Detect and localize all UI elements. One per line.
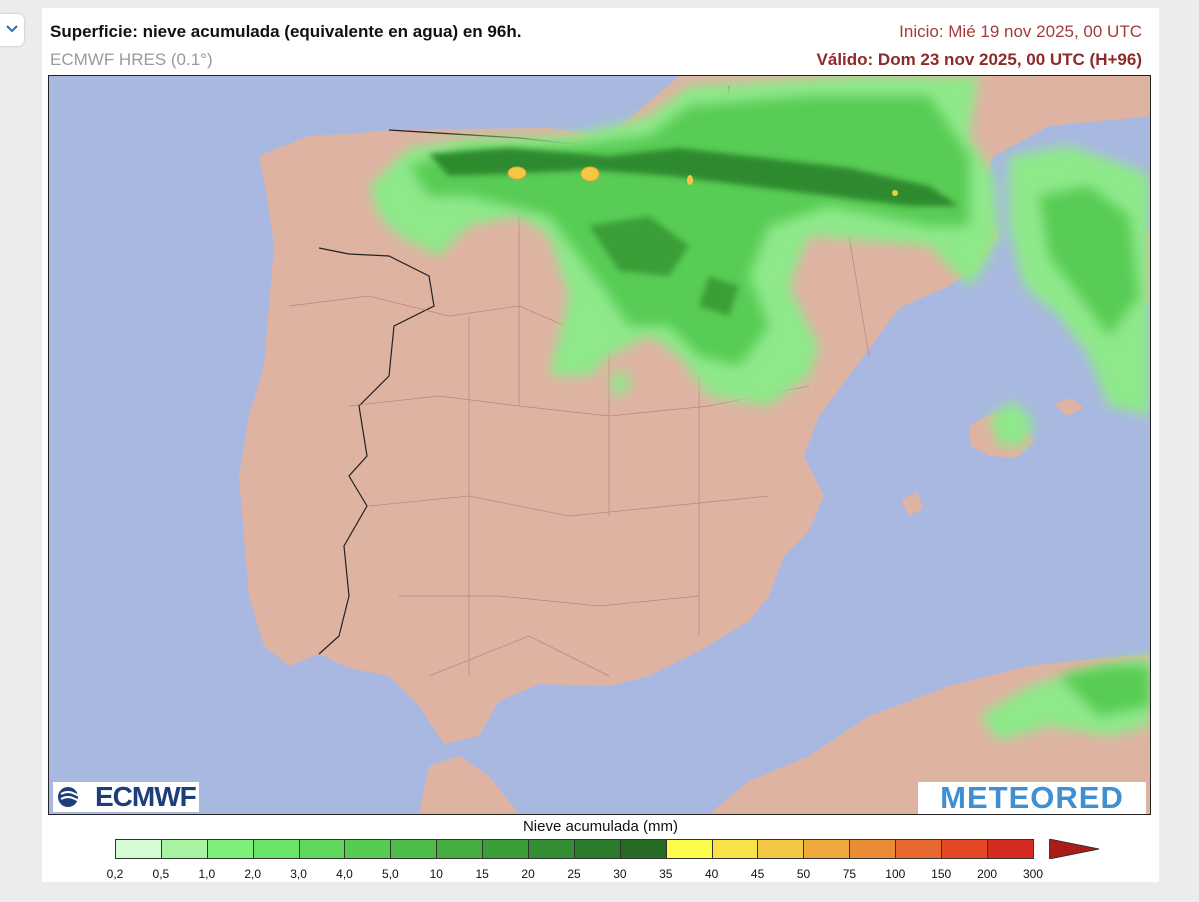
snow-map[interactable]: ECMWF METEORED [48, 75, 1151, 815]
land-ibiza [901, 492, 923, 516]
map-panel: Superficie: nieve acumulada (equivalente… [42, 8, 1159, 882]
legend-segment [986, 839, 1034, 859]
ecmwf-wave-icon [58, 787, 90, 807]
legend-tick-label: 35 [659, 867, 673, 881]
legend-tick-label: 75 [842, 867, 857, 881]
legend-segment [711, 839, 759, 859]
legend-tick-label: 25 [567, 867, 581, 881]
legend-tick-label: 15 [475, 867, 489, 881]
map-canvas [239, 76, 1150, 814]
legend-segment [619, 839, 667, 859]
legend-tick-label: 0,2 [106, 867, 124, 881]
legend-tick-label: 20 [521, 867, 535, 881]
legend-segment [895, 839, 943, 859]
init-time: Inicio: Mié 19 nov 2025, 00 UTC [899, 22, 1142, 41]
legend-segment [803, 839, 851, 859]
legend-segment [298, 839, 346, 859]
legend-color-bar [115, 839, 1034, 859]
legend-arrow [1049, 839, 1099, 859]
legend-segment [344, 839, 392, 859]
legend-segment [482, 839, 530, 859]
valid-time: Válido: Dom 23 nov 2025, 00 UTC (H+96) [816, 50, 1142, 69]
legend-segment [573, 839, 621, 859]
legend-segment [252, 839, 300, 859]
snow-peaks [507, 166, 898, 196]
legend-segment [160, 839, 208, 859]
meteored-text: METEORED [940, 780, 1124, 815]
legend-tick-label: 300 [1022, 867, 1044, 881]
dropdown-toggle[interactable] [0, 14, 24, 46]
meteored-logo: METEORED [918, 780, 1146, 815]
legend-segment [757, 839, 805, 859]
legend-tick-label: 50 [796, 867, 811, 881]
legend-tick-label: 30 [613, 867, 627, 881]
legend-tick-label: 150 [931, 867, 952, 881]
legend-segment [390, 839, 438, 859]
legend-title: Nieve acumulada (mm) [522, 818, 679, 835]
legend-tick-label: 200 [977, 867, 998, 881]
legend-tick-label: 45 [750, 867, 765, 881]
land-iberia [239, 130, 999, 744]
legend-tick-label: 10 [429, 867, 443, 881]
legend-tick-label: 100 [885, 867, 906, 881]
legend-tick-label: 4,0 [336, 867, 353, 881]
model-label: ECMWF HRES (0.1°) [50, 50, 213, 69]
legend-segment [115, 839, 162, 859]
land-menorca [1054, 398, 1084, 416]
legend-tick-label: 1,0 [198, 867, 216, 881]
legend-tick-label: 5,0 [382, 867, 399, 881]
legend-tick-label: 2,0 [244, 867, 262, 881]
legend-tick-label: 0,5 [152, 867, 170, 881]
snow-field-dark [429, 148, 959, 316]
legend-segment [941, 839, 988, 859]
legend-segment [528, 839, 575, 859]
legend-tick-label: 3,0 [290, 867, 307, 881]
ecmwf-text: ECMWF [95, 781, 197, 812]
ecmwf-logo: ECMWF [53, 781, 199, 812]
legend-segment [436, 839, 484, 859]
chevron-down-icon [5, 21, 19, 39]
legend-segment [849, 839, 897, 859]
map-title: Superficie: nieve acumulada (equivalente… [50, 22, 522, 41]
legend-segment [206, 839, 254, 859]
land-africa [419, 756, 519, 814]
legend-segment [665, 839, 713, 859]
legend-tick-label: 40 [705, 867, 719, 881]
